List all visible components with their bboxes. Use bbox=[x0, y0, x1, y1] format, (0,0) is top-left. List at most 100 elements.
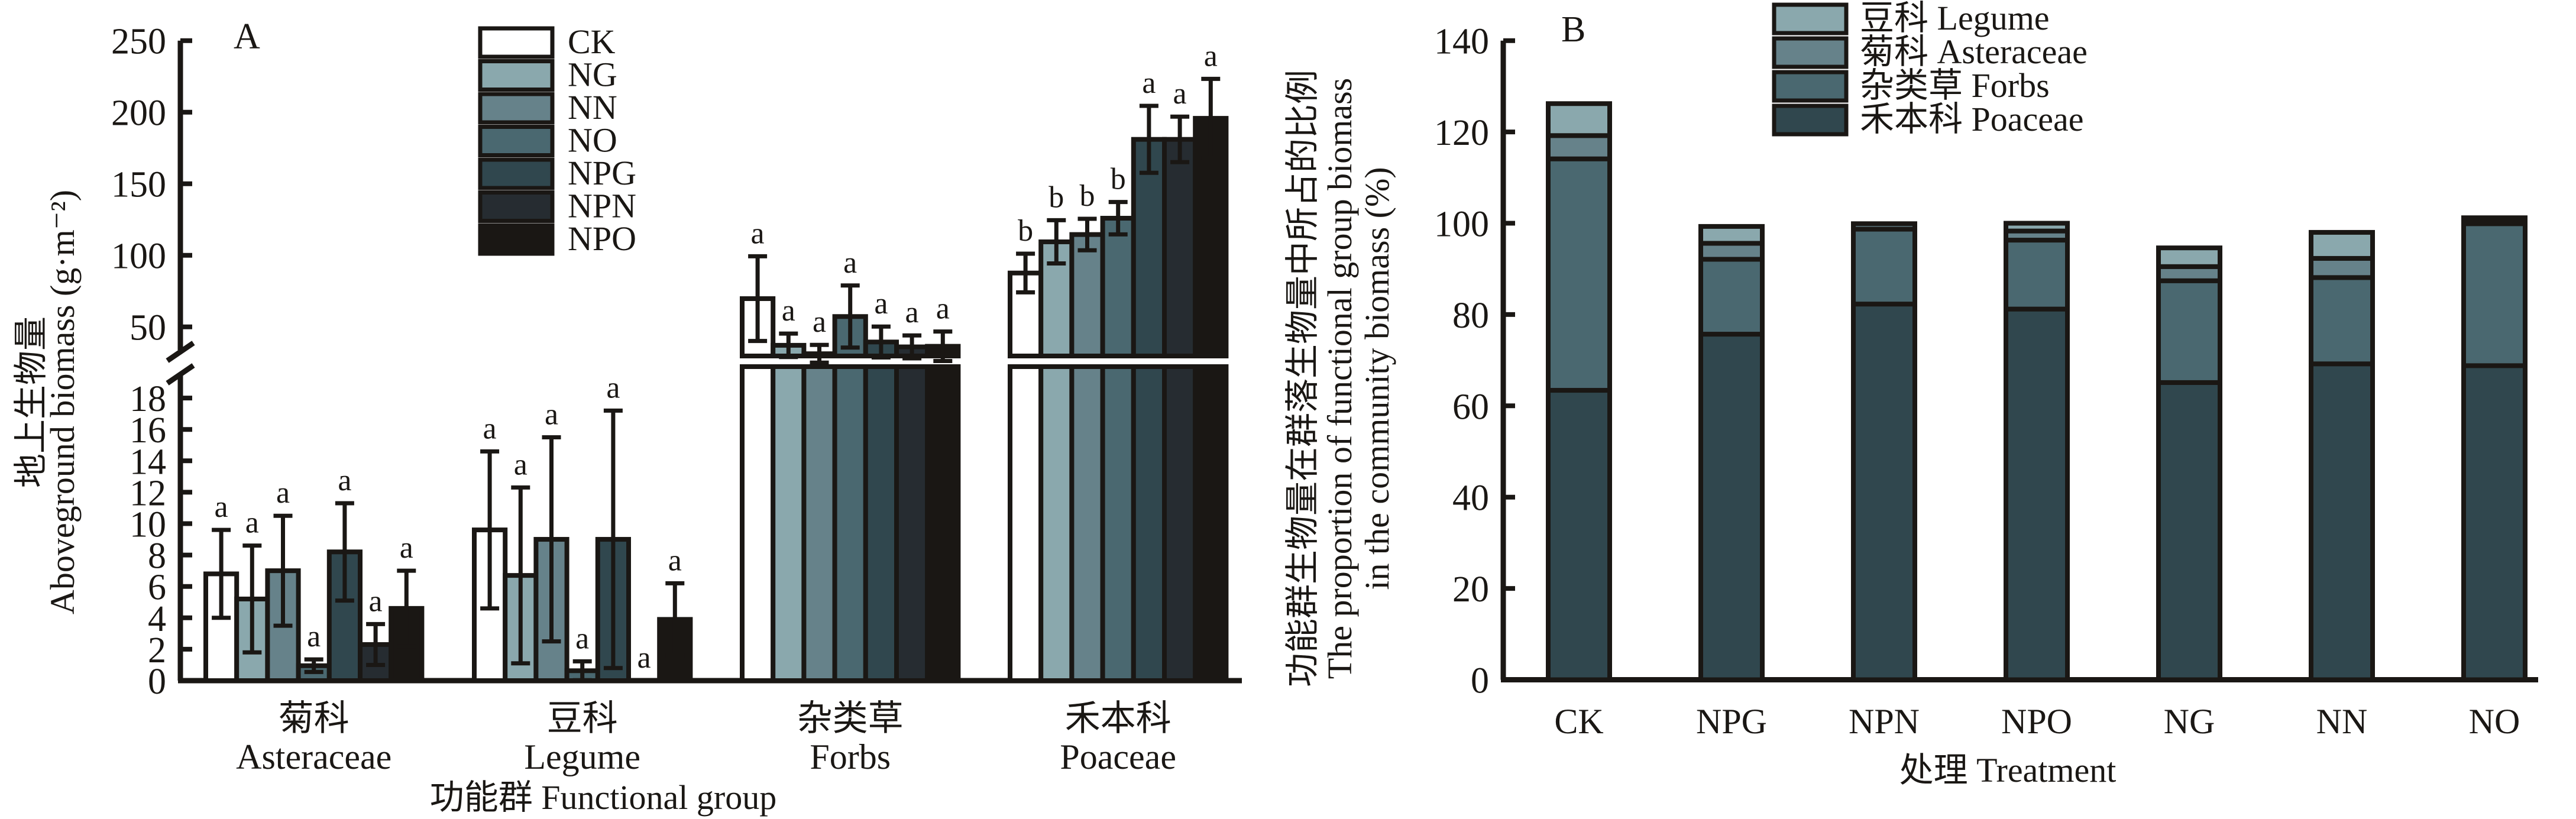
panel-a-bar bbox=[1162, 137, 1198, 358]
panel-b-bar-segment-forbs bbox=[1698, 257, 1765, 337]
panel-a-y-axis-title-cn: 地上生物量 bbox=[12, 316, 50, 488]
panel-b-x-axis-title: 处理 Treatment bbox=[1899, 751, 2117, 789]
panel-b-bar-segment-asteraceae bbox=[1546, 133, 1612, 161]
panel-a-legend-swatch bbox=[478, 223, 555, 256]
panel-a-bar bbox=[1193, 364, 1229, 683]
panel-a-y-tick-label: 10 bbox=[130, 505, 166, 545]
panel-a-y-tick-label: 100 bbox=[111, 237, 166, 277]
panel-a-x-category-label-en: Asteraceae bbox=[236, 737, 391, 776]
panel-a-significance-letter: a bbox=[637, 641, 651, 675]
panel-b-legend-swatch bbox=[1772, 70, 1849, 103]
panel-a-y-tick-label: 12 bbox=[130, 473, 166, 513]
panel-a-bar bbox=[1131, 364, 1167, 683]
panel-a-y-tick-label: 16 bbox=[130, 410, 166, 451]
panel-a-bar bbox=[863, 364, 899, 683]
panel-a-bar bbox=[894, 364, 930, 683]
panel-a-axis-break-mark bbox=[166, 341, 195, 363]
panel-a-bar bbox=[1008, 364, 1044, 683]
panel-b-y-tick-label: 20 bbox=[1452, 569, 1489, 610]
panel-b-x-category-label: CK bbox=[1554, 702, 1603, 741]
panel-a-y-tick-label: 50 bbox=[130, 308, 166, 348]
panel-b-legend-swatch bbox=[1772, 103, 1849, 137]
panel-b-legend-label: 豆科 Legume bbox=[1860, 0, 2050, 37]
panel-a-bar bbox=[1100, 216, 1136, 358]
panel-b-legend-label: 禾本科 Poaceae bbox=[1860, 100, 2084, 138]
panel-b-bar-segment-poaceae bbox=[2309, 361, 2375, 682]
panel-b-x-category-label: NPG bbox=[1696, 702, 1767, 741]
panel-a-legend-swatch bbox=[478, 92, 555, 125]
panel-a-x-category-label-cn: 豆科 bbox=[547, 699, 618, 738]
panel-a-y-tick-label: 14 bbox=[130, 442, 166, 482]
panel-b-bar-segment-legume bbox=[1546, 101, 1612, 138]
panel-b-bar-segment-poaceae bbox=[2156, 380, 2222, 682]
panel-b-legend-label-en: Legume bbox=[1937, 0, 2050, 37]
panel-a-significance-letter: a bbox=[276, 476, 290, 510]
panel-a-bar bbox=[1131, 137, 1167, 358]
panel-b-bar-segment-forbs bbox=[1546, 156, 1612, 393]
panel-b-legend-label-cn: 禾本科 bbox=[1860, 100, 1972, 138]
panel-b-y-axis-title-cn: 功能群生物量在群落生物量中所占的比例 bbox=[1283, 70, 1322, 687]
panel-b-y-tick-label: 60 bbox=[1452, 387, 1489, 427]
panel-a-x-category-label-cn: 杂类草 bbox=[797, 699, 904, 738]
panel-a-legend-swatch bbox=[478, 26, 555, 59]
panel-b-bar-segment-poaceae bbox=[1546, 388, 1612, 682]
panel-a-significance-letter: a bbox=[215, 490, 228, 524]
panel-b-legend-label-cn: 豆科 bbox=[1860, 0, 1937, 37]
panel-b-bar-segment-poaceae bbox=[1698, 332, 1765, 682]
panel-a-legend-label: NPN bbox=[568, 187, 636, 225]
panel-a-significance-letter: a bbox=[1204, 39, 1218, 73]
panel-a-significance-letter: a bbox=[668, 543, 682, 577]
panel-b-legend-swatch bbox=[1772, 2, 1849, 35]
panel-b-bar-segment-forbs bbox=[2461, 221, 2528, 368]
panel-b-bar-segment-forbs bbox=[1851, 226, 1917, 307]
panel-b-bar-segment-poaceae bbox=[1851, 302, 1917, 682]
panel-a-legend-swatch bbox=[478, 59, 555, 92]
panel-b-bar-segment-forbs bbox=[2156, 278, 2222, 385]
panel-a-x-category-label-en: Forbs bbox=[810, 737, 891, 776]
panel-b-legend-label-en: Forbs bbox=[1972, 66, 2050, 105]
panel-b-legend-label: 菊科 Asteraceae bbox=[1860, 33, 2088, 71]
panel-a-significance-letter: a bbox=[338, 464, 351, 497]
panel-a-bar bbox=[925, 364, 961, 683]
panel-a-significance-letter: b bbox=[1018, 214, 1033, 248]
panel-b-bar-segment-legume bbox=[1698, 224, 1765, 246]
panel-a-legend-label: NO bbox=[568, 121, 617, 160]
panel-b-x-category-label: NPN bbox=[1849, 702, 1920, 741]
panel-b-legend-swatch bbox=[1772, 36, 1849, 69]
panel-a-legend-swatch bbox=[478, 157, 555, 190]
panel-a-x-axis-title: 功能群 Functional group bbox=[430, 778, 776, 817]
panel-a-significance-letter: a bbox=[936, 292, 950, 326]
panel-b-y-tick-label: 120 bbox=[1434, 113, 1489, 153]
panel-b-bar-segment-legume bbox=[2309, 229, 2375, 261]
panel-a-y-tick-label: 0 bbox=[148, 662, 166, 702]
panel-b-legend-label-en: Asteraceae bbox=[1937, 33, 2088, 71]
panel-a-legend-label: NPO bbox=[568, 219, 636, 258]
panel-a-significance-letter: a bbox=[514, 448, 528, 481]
panel-a-y-tick-label: 150 bbox=[111, 165, 166, 205]
panel-a-significance-letter: a bbox=[400, 531, 413, 565]
panel-b-y-tick-label: 40 bbox=[1452, 478, 1489, 519]
panel-a-label: A bbox=[234, 17, 260, 57]
panel-a-bar bbox=[1162, 364, 1198, 683]
panel-a-significance-letter: a bbox=[1173, 77, 1187, 111]
panel-a-bar bbox=[832, 364, 868, 683]
panel-a-legend-label: NN bbox=[568, 88, 617, 127]
panel-a-significance-letter: a bbox=[483, 412, 497, 445]
panel-a-x-category-label-en: Legume bbox=[524, 737, 640, 776]
panel-a-bar bbox=[1069, 232, 1105, 358]
panel-a-y-tick-label: 2 bbox=[148, 630, 166, 671]
panel-a-significance-letter: a bbox=[545, 397, 558, 431]
panel-b-y-tick-label: 0 bbox=[1471, 661, 1489, 701]
panel-a-legend-label: CK bbox=[568, 22, 616, 61]
panel-a-significance-letter: a bbox=[874, 287, 888, 321]
panel-b-label: B bbox=[1561, 9, 1585, 50]
panel-a-significance-letter: a bbox=[751, 216, 765, 250]
panel-b-y-axis-title-en-line2: in the community biomass (%) bbox=[1358, 167, 1396, 590]
panel-a-bar bbox=[740, 364, 776, 683]
panel-a-aboveground-biomass-chart: A 地上生物量 Aboveground biomass (g·m⁻²) 50 10… bbox=[12, 17, 1242, 817]
panel-a-x-category-label-cn: 禾本科 bbox=[1065, 699, 1172, 738]
panel-a-axis-break-mark bbox=[166, 363, 195, 386]
panel-b-y-tick-label: 100 bbox=[1434, 205, 1489, 245]
